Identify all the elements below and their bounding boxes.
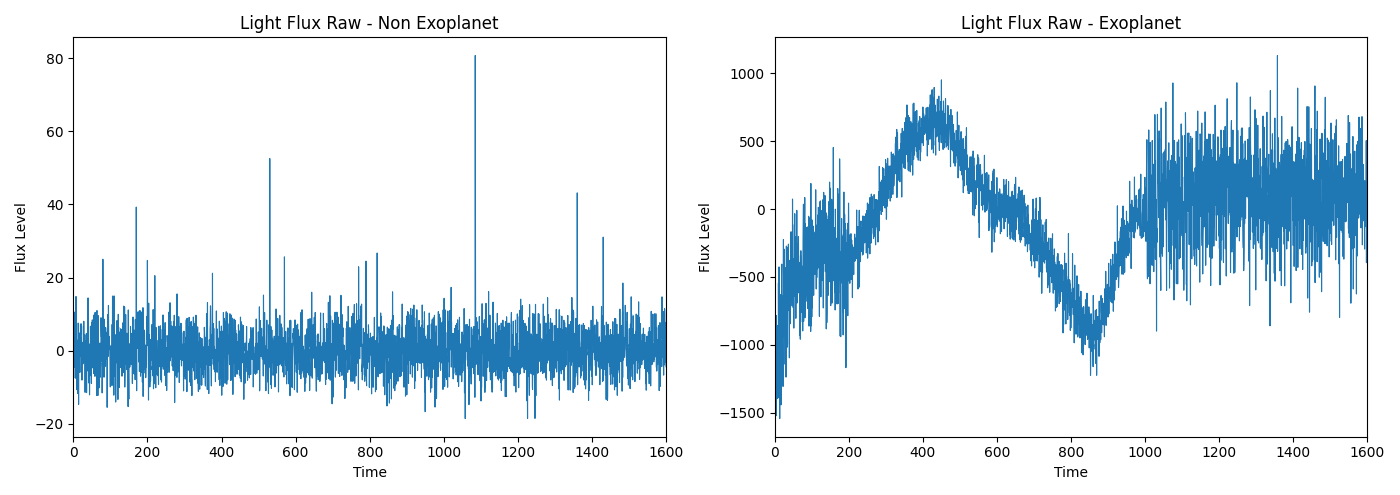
X-axis label: Time: Time [353,466,386,480]
Y-axis label: Flux Level: Flux Level [15,202,29,272]
Title: Light Flux Raw - Non Exoplanet: Light Flux Raw - Non Exoplanet [241,15,498,33]
Y-axis label: Flux Level: Flux Level [699,202,713,272]
X-axis label: Time: Time [1054,466,1088,480]
Title: Light Flux Raw - Exoplanet: Light Flux Raw - Exoplanet [960,15,1182,33]
